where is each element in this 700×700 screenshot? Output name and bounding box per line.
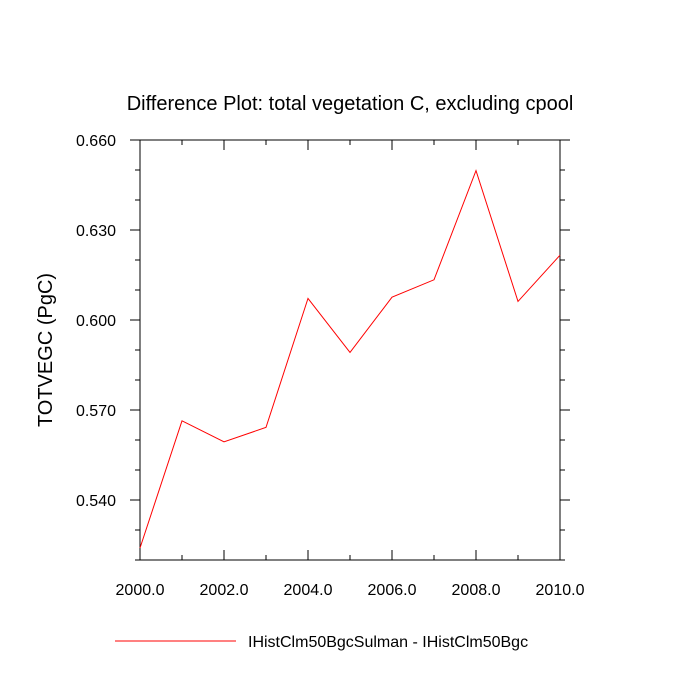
- y-tick-label: 0.630: [76, 223, 116, 240]
- x-tick-label: 2006.0: [368, 582, 417, 599]
- y-tick-label: 0.570: [76, 403, 116, 420]
- legend: IHistClm50BgcSulman - IHistClm50Bgc: [115, 634, 528, 651]
- y-axis-label: TOTVEGC (PgC): [35, 273, 57, 427]
- x-tick-label: 2002.0: [200, 582, 249, 599]
- plot-area: 2000.0 2002.0 2004.0 2006.0 2008.0 2010.0 0.54…: [76, 133, 585, 599]
- y-tick-label: 0.600: [76, 313, 116, 330]
- chart-title: Difference Plot: total vegetation C, exc…: [127, 93, 574, 115]
- x-tick-label: 2000.0: [116, 582, 165, 599]
- y-tick-label: 0.660: [76, 133, 116, 150]
- legend-label: IHistClm50BgcSulman - IHistClm50Bgc: [248, 634, 528, 651]
- x-tick-label: 2010.0: [536, 582, 585, 599]
- y-tick-label: 0.540: [76, 493, 116, 510]
- series-line: [139, 169, 561, 549]
- x-tick-label: 2004.0: [284, 582, 333, 599]
- x-tick-label: 2008.0: [452, 582, 501, 599]
